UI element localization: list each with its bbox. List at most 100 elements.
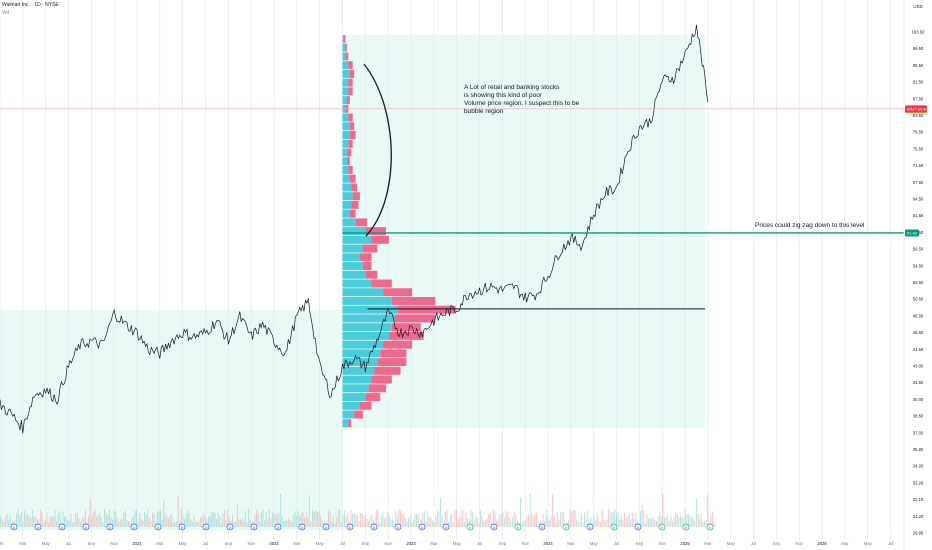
volume-bar bbox=[43, 522, 45, 527]
volume-bar bbox=[547, 516, 549, 527]
volume-indicator-label[interactable]: Vol bbox=[2, 10, 9, 16]
event-marker-label: D bbox=[325, 526, 328, 530]
event-marker bbox=[130, 523, 138, 531]
volume-bar bbox=[456, 510, 458, 527]
volume-bar bbox=[651, 519, 653, 527]
volume-bar bbox=[582, 522, 584, 527]
volume-bar bbox=[390, 519, 392, 527]
volume-bar bbox=[467, 518, 469, 527]
volume-bar bbox=[590, 517, 592, 527]
volume-bar bbox=[305, 512, 307, 527]
y-tick-label: 56.50 bbox=[913, 247, 924, 252]
event-marker-label: D bbox=[421, 526, 424, 530]
volume-bar bbox=[28, 516, 30, 527]
volume-bar bbox=[468, 519, 470, 527]
volume-bar bbox=[148, 518, 150, 527]
volume-bar bbox=[272, 512, 274, 527]
event-marker-label: D bbox=[181, 526, 184, 530]
volume-bar bbox=[64, 516, 66, 527]
y-tick-label: 67.50 bbox=[913, 180, 924, 185]
volume-bar bbox=[97, 515, 99, 527]
x-tick-label: Sep bbox=[88, 541, 96, 546]
volume-bar bbox=[318, 511, 320, 527]
volume-bar bbox=[198, 521, 200, 527]
volume-bar bbox=[44, 519, 46, 527]
volume-bar bbox=[411, 522, 413, 527]
volume-bar bbox=[339, 509, 341, 527]
y-tick-label: 99.50 bbox=[913, 46, 924, 51]
volume-bar bbox=[678, 517, 680, 527]
note-zigzag-target[interactable]: Prices could zig zag down to this level bbox=[755, 222, 865, 229]
volume-bar bbox=[123, 512, 125, 527]
volume-bar bbox=[129, 522, 131, 527]
volume-bar bbox=[465, 512, 467, 527]
volume-bar bbox=[19, 515, 21, 527]
volume-bar bbox=[451, 513, 453, 527]
symbol-title[interactable]: Walmart Inc. · 1D · NYSE bbox=[2, 2, 59, 8]
y-tick-label: 91.50 bbox=[913, 80, 924, 85]
volume-bar bbox=[380, 516, 382, 527]
volume-bar bbox=[100, 516, 102, 527]
x-tick-label: Sep bbox=[499, 541, 507, 546]
volume-bar bbox=[625, 518, 627, 527]
volume-bar bbox=[216, 519, 218, 527]
volume-bar bbox=[73, 522, 75, 527]
event-marker-label: D bbox=[301, 526, 304, 530]
time-axis[interactable]: 020 Mar May Jul Sep Nov 2021 Mar May Jul Sep Nov 202… bbox=[0, 541, 893, 546]
volume-bar bbox=[428, 516, 430, 527]
volume-bar bbox=[580, 514, 582, 527]
volume-bar bbox=[414, 513, 416, 527]
profile-up-volume bbox=[342, 200, 352, 209]
x-tick-label: May bbox=[727, 541, 736, 546]
profile-up-volume bbox=[342, 270, 366, 279]
profile-down-volume bbox=[388, 331, 424, 340]
volume-bar bbox=[604, 520, 606, 527]
volume-bar bbox=[654, 519, 656, 527]
note-bubble-region[interactable]: A Lot of retail and banking stocks is sh… bbox=[464, 84, 580, 115]
x-tick-label: May bbox=[316, 541, 325, 546]
volume-bar bbox=[572, 510, 574, 527]
volume-bar bbox=[462, 509, 464, 527]
event-marker-label: D bbox=[229, 526, 232, 530]
volume-bar bbox=[556, 511, 558, 527]
event-marker bbox=[514, 523, 522, 531]
volume-bar bbox=[150, 521, 152, 527]
event-marker bbox=[538, 523, 546, 531]
x-tick-label: May bbox=[590, 541, 599, 546]
profile-down-volume bbox=[351, 200, 359, 209]
volume-bar bbox=[459, 517, 461, 527]
volume-bar bbox=[35, 516, 37, 527]
event-marker bbox=[226, 523, 234, 531]
volume-bar bbox=[70, 514, 72, 527]
profile-up-volume bbox=[342, 340, 384, 349]
y-tick-label: 50.50 bbox=[913, 297, 924, 302]
volume-bar bbox=[403, 513, 405, 527]
volume-bar bbox=[616, 511, 618, 527]
profile-up-volume bbox=[342, 148, 347, 157]
price-tag-text: WMT 84.50 bbox=[907, 106, 928, 111]
profile-down-volume bbox=[348, 78, 353, 87]
profile-up-volume bbox=[342, 218, 356, 227]
volume-bar bbox=[433, 522, 435, 527]
volume-bar bbox=[54, 510, 56, 527]
volume-bar bbox=[393, 522, 395, 527]
event-marker-label: D bbox=[277, 526, 280, 530]
y-tick-label: 34.20 bbox=[913, 464, 924, 469]
profile-down-volume bbox=[391, 323, 421, 332]
volume-bar bbox=[449, 515, 451, 527]
volume-bar bbox=[139, 512, 141, 527]
profile-down-volume bbox=[371, 375, 392, 384]
profile-up-volume bbox=[342, 113, 349, 122]
volume-bar bbox=[144, 511, 146, 527]
profile-down-volume bbox=[397, 305, 456, 314]
volume-bar bbox=[0, 516, 2, 527]
price-tag: 61.40 bbox=[905, 229, 919, 237]
x-tick-label: Sep bbox=[773, 541, 781, 546]
volume-bar bbox=[201, 516, 203, 527]
volume-bar bbox=[384, 518, 386, 527]
volume-bar bbox=[84, 510, 86, 527]
profile-up-volume bbox=[342, 96, 347, 105]
volume-bar bbox=[75, 512, 77, 527]
